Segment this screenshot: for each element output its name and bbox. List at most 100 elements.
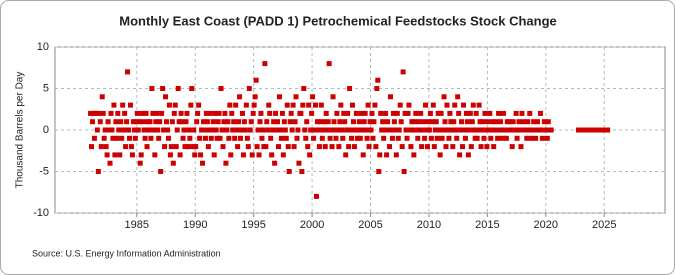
data-point bbox=[413, 110, 419, 116]
data-point bbox=[424, 144, 430, 150]
data-point bbox=[282, 127, 288, 133]
data-point bbox=[442, 119, 448, 125]
data-point bbox=[392, 127, 398, 133]
data-point bbox=[263, 144, 269, 150]
data-point bbox=[349, 135, 355, 141]
data-point bbox=[316, 144, 322, 150]
data-point bbox=[445, 127, 451, 133]
data-point bbox=[163, 94, 169, 100]
data-point bbox=[350, 102, 356, 108]
data-point bbox=[226, 135, 232, 141]
data-point bbox=[150, 110, 156, 116]
data-point bbox=[490, 119, 496, 125]
data-point bbox=[351, 144, 357, 150]
data-point bbox=[173, 144, 179, 150]
data-point bbox=[199, 127, 205, 133]
data-point bbox=[267, 110, 273, 116]
data-point bbox=[345, 110, 351, 116]
data-point bbox=[394, 110, 400, 116]
data-point bbox=[222, 110, 228, 116]
data-point bbox=[107, 160, 113, 166]
data-point bbox=[378, 110, 384, 116]
data-point bbox=[397, 102, 403, 108]
data-point bbox=[381, 135, 387, 141]
data-point bbox=[295, 127, 301, 133]
data-point bbox=[387, 144, 393, 150]
data-point bbox=[502, 127, 508, 133]
data-point bbox=[214, 135, 220, 141]
data-point bbox=[434, 135, 440, 141]
data-point bbox=[301, 86, 307, 91]
data-point bbox=[183, 119, 189, 125]
data-point bbox=[357, 135, 363, 141]
data-point bbox=[410, 127, 416, 133]
data-point bbox=[278, 135, 284, 141]
data-point bbox=[331, 119, 337, 125]
data-point bbox=[115, 110, 121, 116]
data-point bbox=[308, 127, 314, 133]
data-point bbox=[459, 119, 465, 125]
data-point bbox=[383, 110, 389, 116]
data-point bbox=[360, 152, 366, 158]
data-point bbox=[493, 119, 499, 125]
data-point bbox=[292, 119, 298, 125]
data-point bbox=[471, 127, 477, 133]
data-point bbox=[321, 119, 327, 125]
data-point bbox=[432, 127, 438, 133]
x-tick-label: 2010 bbox=[417, 219, 441, 231]
data-point bbox=[113, 119, 119, 125]
data-point bbox=[503, 135, 509, 141]
data-point bbox=[230, 127, 236, 133]
data-point bbox=[242, 127, 248, 133]
data-point bbox=[212, 110, 218, 116]
data-point bbox=[179, 119, 185, 125]
data-point bbox=[336, 144, 342, 150]
data-point bbox=[344, 127, 350, 133]
data-point bbox=[149, 86, 155, 91]
data-point bbox=[264, 119, 270, 125]
data-point bbox=[463, 110, 469, 116]
data-point bbox=[128, 144, 134, 150]
data-point bbox=[135, 127, 141, 133]
data-point bbox=[342, 119, 348, 125]
data-point bbox=[158, 169, 164, 174]
data-point bbox=[390, 110, 396, 116]
x-tick-label: 2015 bbox=[475, 219, 499, 231]
data-point bbox=[426, 127, 432, 133]
data-point bbox=[304, 119, 310, 125]
data-point bbox=[239, 110, 245, 116]
data-point bbox=[260, 127, 266, 133]
data-point bbox=[112, 152, 118, 158]
data-point bbox=[306, 102, 312, 108]
data-point bbox=[398, 119, 404, 125]
data-point bbox=[437, 152, 443, 158]
data-point bbox=[311, 135, 317, 141]
data-point bbox=[200, 160, 206, 166]
data-point bbox=[402, 110, 408, 116]
data-point bbox=[133, 119, 139, 125]
data-point bbox=[462, 135, 468, 141]
data-point bbox=[100, 110, 106, 116]
data-point bbox=[117, 152, 123, 158]
data-point bbox=[380, 119, 386, 125]
data-point bbox=[322, 144, 328, 150]
data-point bbox=[332, 127, 338, 133]
data-point bbox=[255, 127, 261, 133]
data-point bbox=[89, 144, 95, 150]
data-point bbox=[365, 102, 371, 108]
data-point bbox=[438, 110, 444, 116]
data-point bbox=[254, 144, 260, 150]
data-point bbox=[531, 119, 537, 125]
data-point bbox=[126, 127, 132, 133]
data-point bbox=[446, 135, 452, 141]
data-point bbox=[605, 127, 611, 133]
data-point bbox=[543, 127, 549, 133]
data-point bbox=[275, 119, 281, 125]
data-point bbox=[513, 110, 519, 116]
x-tick-label: 2020 bbox=[534, 219, 558, 231]
data-point bbox=[105, 119, 111, 125]
data-point bbox=[325, 119, 331, 125]
data-point bbox=[152, 152, 158, 158]
data-point bbox=[319, 135, 325, 141]
data-point bbox=[231, 119, 237, 125]
